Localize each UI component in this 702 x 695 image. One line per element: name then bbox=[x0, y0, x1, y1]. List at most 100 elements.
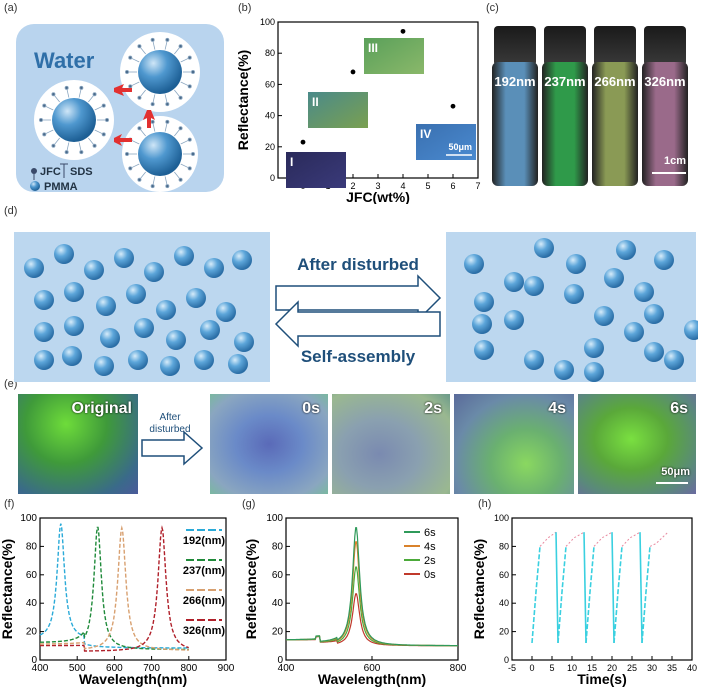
inset-label: IV bbox=[420, 127, 431, 141]
ligand-head bbox=[178, 95, 183, 100]
micrograph-original: Original bbox=[18, 394, 138, 494]
plateau-line bbox=[621, 531, 641, 547]
sphere bbox=[644, 304, 664, 324]
vial-body bbox=[642, 62, 688, 186]
sphere bbox=[114, 248, 134, 268]
particle-bottom bbox=[122, 116, 198, 192]
x-tick-label: 3 bbox=[375, 181, 380, 191]
ligand-head bbox=[190, 70, 195, 75]
drop-line bbox=[639, 532, 643, 643]
inset-image: IV 50μm bbox=[416, 124, 476, 160]
sphere bbox=[34, 322, 54, 342]
legend-sds: SDS bbox=[70, 166, 93, 178]
legend-entry: 2s bbox=[424, 555, 436, 567]
sphere bbox=[126, 284, 146, 304]
sphere bbox=[234, 332, 254, 352]
y-tick-label: 0 bbox=[504, 655, 509, 665]
panel-a-schematic: Water JFC SDS PMMA bbox=[16, 24, 224, 193]
x-tick-label: 30 bbox=[647, 663, 657, 673]
recovery-line bbox=[531, 546, 541, 644]
sphere bbox=[128, 350, 148, 370]
x-tick-label: 5 bbox=[549, 663, 554, 673]
y-tick-label: 80 bbox=[272, 541, 284, 552]
legend-entry: 326(nm) bbox=[183, 625, 226, 637]
label-a: (a) bbox=[4, 2, 18, 14]
plot-frame bbox=[511, 517, 693, 661]
vial-scale-bar bbox=[652, 172, 686, 174]
plateau-line bbox=[593, 531, 613, 547]
vial-body bbox=[542, 62, 588, 186]
y-tick-label: 0 bbox=[270, 173, 275, 183]
panel-g-spectra: 400 600 800 0 20 40 60 80 100 Wavelength(nm) Refle… bbox=[243, 513, 467, 687]
vial: 266nm bbox=[592, 26, 638, 186]
y-axis-label: Reflectance(%) bbox=[235, 50, 251, 150]
y-tick-label: 40 bbox=[499, 598, 509, 608]
after-disturbed-arrow: After disturbed bbox=[141, 412, 204, 466]
ligand-head bbox=[51, 143, 56, 148]
vial-cap bbox=[544, 26, 586, 66]
surfactant-chains bbox=[38, 37, 195, 189]
label-g: (g) bbox=[242, 498, 256, 510]
ligand-head bbox=[187, 137, 192, 142]
legend-pmma: PMMA bbox=[30, 181, 78, 193]
x-tick-label: 5 bbox=[425, 181, 430, 191]
sphere bbox=[194, 350, 214, 370]
sphere bbox=[94, 356, 114, 376]
y-tick-label: 80 bbox=[26, 541, 38, 552]
sphere bbox=[174, 246, 194, 266]
y-tick-label: 40 bbox=[26, 598, 38, 609]
self-assembly-label: Self-assembly bbox=[301, 347, 416, 366]
y-tick-label: 100 bbox=[20, 513, 37, 524]
arrow-right bbox=[275, 274, 442, 322]
ligand-head bbox=[42, 132, 47, 137]
after-disturbed-label: After disturbed bbox=[297, 255, 419, 274]
label-c: (c) bbox=[486, 2, 499, 14]
vial: 326nm bbox=[642, 26, 688, 186]
sphere bbox=[474, 340, 494, 360]
inset-label: II bbox=[312, 95, 319, 109]
ligand-head bbox=[128, 166, 133, 171]
legend-entry: 192(nm) bbox=[183, 535, 226, 547]
ligand-head bbox=[125, 70, 130, 75]
ligand-head bbox=[51, 92, 56, 97]
x-tick-label: 0 bbox=[529, 663, 534, 673]
vial-size-label: 326nm bbox=[644, 74, 686, 89]
vial-cap bbox=[644, 26, 686, 66]
sphere bbox=[100, 328, 120, 348]
legend-entry: 237(nm) bbox=[183, 565, 226, 577]
ligand-head bbox=[101, 132, 106, 137]
sphere bbox=[534, 238, 554, 258]
sphere bbox=[634, 282, 654, 302]
y-tick-label: 60 bbox=[272, 570, 284, 581]
svg-text:JFC: JFC bbox=[40, 166, 61, 178]
ligand-head bbox=[165, 102, 170, 107]
sphere bbox=[554, 360, 574, 380]
sphere bbox=[166, 330, 186, 350]
series-line bbox=[286, 527, 458, 647]
sphere bbox=[156, 300, 176, 320]
y-tick-label: 80 bbox=[499, 541, 509, 551]
x-tick-label: 800 bbox=[180, 663, 197, 674]
y-tick-label: 40 bbox=[265, 111, 275, 121]
sphere bbox=[524, 350, 544, 370]
panel-b-scatter: 01234567020406080100JFC(wt%)Reflectance(… bbox=[235, 17, 481, 204]
panel-f-spectra: 400 500 600 700 800 900 0 20 40 60 80 100 Wavelength… bbox=[0, 513, 235, 687]
y-tick-label: 80 bbox=[265, 48, 275, 58]
x-tick-label: 25 bbox=[627, 663, 637, 673]
sphere bbox=[474, 292, 494, 312]
sphere bbox=[624, 322, 644, 342]
x-tick-label: 400 bbox=[32, 663, 49, 674]
x-tick-label: 800 bbox=[450, 663, 467, 674]
legend-entry: 4s bbox=[424, 541, 436, 553]
sphere bbox=[472, 314, 492, 334]
legend-jfc: JFC SDS bbox=[31, 163, 93, 180]
particle-left bbox=[34, 80, 114, 160]
ligand-head bbox=[64, 85, 69, 90]
y-tick-label: 60 bbox=[26, 570, 38, 581]
ligand-head bbox=[137, 126, 142, 131]
svg-text:PMMA: PMMA bbox=[44, 181, 78, 193]
vial-cap bbox=[494, 26, 536, 66]
sphere bbox=[232, 250, 252, 270]
sphere bbox=[504, 310, 524, 330]
ligand-head bbox=[187, 55, 192, 60]
